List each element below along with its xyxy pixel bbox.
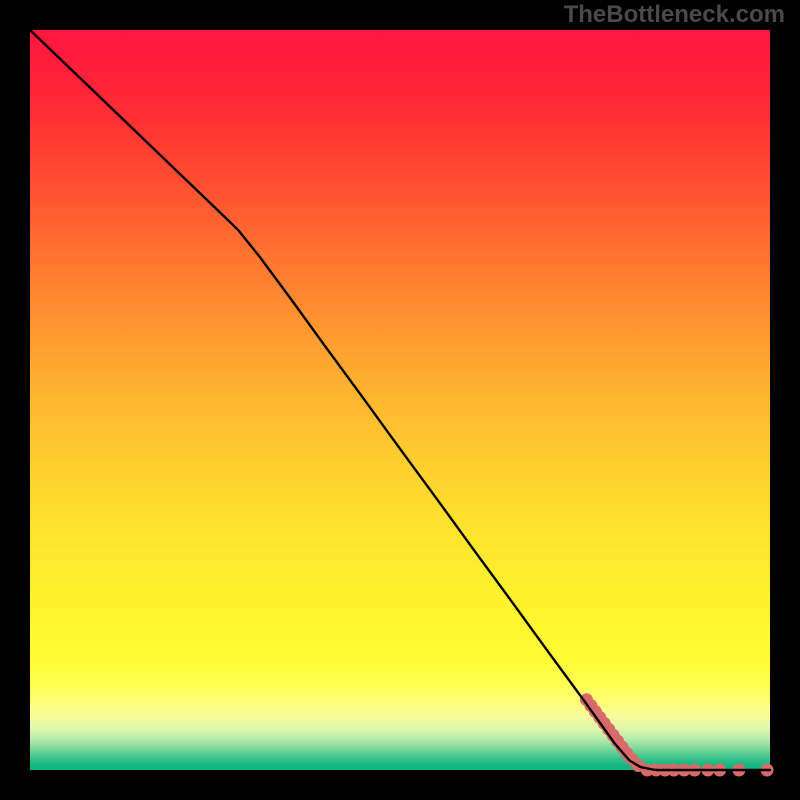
chart-root: TheBottleneck.com <box>0 0 800 800</box>
chart-svg: TheBottleneck.com <box>0 0 800 800</box>
watermark-text: TheBottleneck.com <box>564 1 785 28</box>
plot-background-gradient <box>30 30 770 770</box>
